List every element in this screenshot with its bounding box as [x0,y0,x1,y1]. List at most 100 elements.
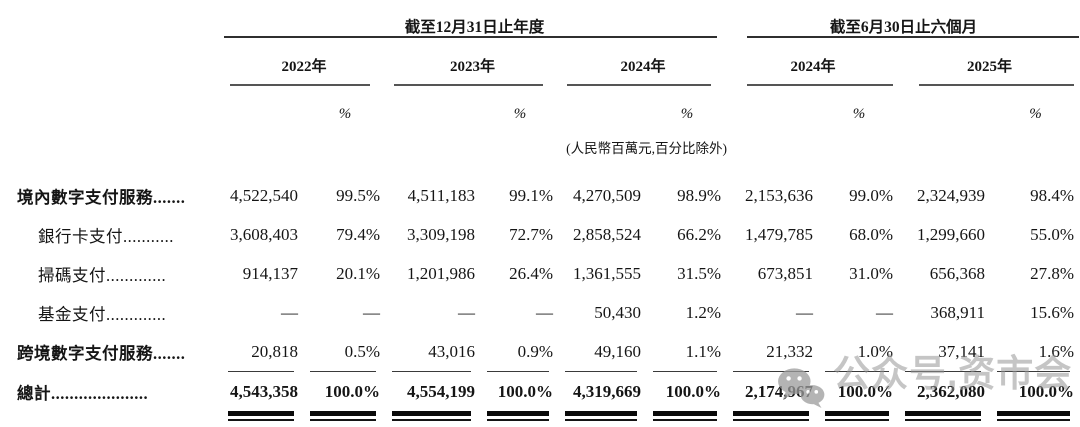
row-label: 銀行卡支付........... [38,226,174,246]
table-cell: 3,608,403 [230,224,298,244]
label-column-spacer [0,371,222,373]
table-cell: 100.0% [324,382,380,401]
rule-segment [733,371,809,372]
table-cell: 31.0% [849,263,893,283]
row-label: 跨境數字支付服務....... [17,343,186,363]
rule-segment [733,411,809,416]
annual-period-group: 截至12月31日止年度 [222,8,727,38]
table-cell: 2,858,524 [573,224,641,244]
percent-header: % [513,106,527,122]
table-cell: 66.2% [677,224,721,244]
table-cell: 1.2% [685,302,721,322]
total-bottom-line-row [0,419,1080,421]
rule-segment [905,411,981,416]
label-column-spacer [0,128,222,166]
table-cell: — [363,302,380,322]
table-cell: 99.5% [336,185,380,205]
table-cell: 656,368 [929,263,985,283]
rule-segment [653,411,717,416]
rule-segment [487,411,549,416]
table-cell: 0.9% [517,341,553,361]
table-cell: 1,299,660 [917,224,985,244]
table-cell: 2,174,967 [745,382,813,401]
total-bottom-bar-row [0,411,1080,416]
table-cell: 26.4% [509,263,553,283]
total-separator-rule-row [0,371,1080,373]
year-rule [394,84,543,86]
table-cell: 72.7% [509,224,553,244]
year-rule [230,84,370,86]
table-cell: 3,309,198 [407,224,475,244]
rule-segment [733,419,809,421]
table-row-fund: 基金支付............. — — — — 50,430 1.2% — … [0,293,1080,332]
year-group-2022: 2022年 [222,38,386,86]
table-cell: 673,851 [757,263,813,283]
table-cell: 79.4% [336,224,380,244]
rule-segment [997,419,1070,421]
table-row-domestic: 境內數字支付服務....... 4,522,540 99.5% 4,511,18… [0,176,1080,215]
spacer [899,86,991,128]
year-label: 2023年 [449,59,495,75]
unit-note-row: (人民幣百萬元,百分比除外) [0,128,1080,166]
rule-segment [653,371,717,372]
table-cell: — [876,302,893,322]
row-label: 基金支付............. [38,304,167,324]
table-cell: 4,543,358 [230,382,298,401]
row-label: 總計..................... [17,384,149,403]
rule-segment [487,419,549,421]
year-group-2024: 2024年 [559,38,727,86]
table-cell: 4,319,669 [573,382,641,401]
year-label: 2022年 [281,59,327,75]
table-cell: 1,479,785 [745,224,813,244]
rule-segment [228,371,294,372]
table-row-qrcode: 掃碼支付............. 914,137 20.1% 1,201,98… [0,254,1080,293]
table-cell: 99.0% [849,185,893,205]
spacer [386,86,481,128]
rule-segment [905,371,981,372]
table-cell: 50,430 [594,302,641,322]
table-row-crossborder: 跨境數字支付服務....... 20,818 0.5% 43,016 0.9% … [0,332,1080,371]
percent-header: % [1029,106,1042,122]
table-row-total: 總計..................... 4,543,358 100.0%… [0,373,1080,411]
annual-period-title: 截至12月31日止年度 [404,19,545,36]
table-cell: 100.0% [837,382,893,401]
table-cell: 100.0% [497,382,553,401]
table-cell: — [796,302,813,322]
table-cell: 914,137 [242,263,298,283]
year-rule [567,84,711,86]
year-header-row: 2022年 2023年 2024年 2024年 2025年 [0,38,1080,86]
table-cell: 20.1% [336,263,380,283]
table-cell: 98.4% [1030,185,1074,205]
rule-segment [487,371,549,372]
label-column-spacer [0,411,222,416]
rule-segment [310,371,376,372]
rule-segment [392,419,471,421]
table-cell: 27.8% [1030,263,1074,283]
unit-note: (人民幣百萬元,百分比除外) [566,141,727,156]
period-header-row: 截至12月31日止年度 截至6月30日止六個月 [0,8,1080,38]
table-cell: 100.0% [1018,382,1074,401]
rule-segment [825,411,889,416]
table-cell: — [458,302,475,322]
rule-segment [825,371,889,372]
year-group-2023: 2023年 [386,38,559,86]
table-cell: 1.0% [857,341,893,361]
rule-segment [905,419,981,421]
table-cell: 98.9% [677,185,721,205]
year-rule [919,84,1074,86]
rule-segment [310,411,376,416]
table-cell: 1.1% [685,341,721,361]
table-cell: 31.5% [677,263,721,283]
row-label: 境內數字支付服務....... [17,187,186,207]
year-label: 2024年 [620,59,666,75]
label-column-spacer [0,38,222,86]
rule-segment [565,411,637,416]
table-cell: 21,332 [766,341,813,361]
interim-period-rule [747,36,1079,38]
rule-segment [653,419,717,421]
row-label: 掃碼支付............. [38,265,167,285]
table-cell: 20,818 [251,341,298,361]
table-cell: 37,141 [938,341,985,361]
table-cell: 2,153,636 [745,185,813,205]
